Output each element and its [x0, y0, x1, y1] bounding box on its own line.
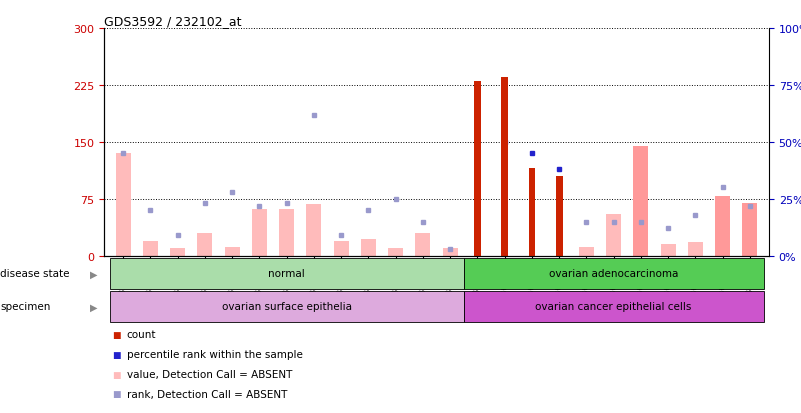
Text: ovarian surface epithelia: ovarian surface epithelia: [222, 301, 352, 312]
Text: specimen: specimen: [0, 301, 50, 312]
Bar: [307, 204, 321, 256]
Bar: [252, 209, 267, 256]
Bar: [715, 197, 731, 256]
Bar: [606, 214, 621, 256]
Text: ovarian adenocarcinoma: ovarian adenocarcinoma: [549, 268, 678, 279]
Bar: [501, 78, 508, 256]
Bar: [443, 249, 457, 256]
Text: ovarian cancer epithelial cells: ovarian cancer epithelial cells: [535, 301, 692, 312]
Bar: [334, 241, 348, 256]
Bar: [143, 241, 158, 256]
Text: GDS3592 / 232102_at: GDS3592 / 232102_at: [104, 15, 242, 28]
Bar: [688, 242, 703, 256]
Bar: [416, 233, 430, 256]
Text: ■: ■: [112, 350, 121, 359]
Text: ▶: ▶: [90, 301, 97, 312]
Text: normal: normal: [268, 268, 305, 279]
Text: ▶: ▶: [90, 268, 97, 279]
Text: disease state: disease state: [0, 268, 70, 279]
Bar: [115, 154, 131, 256]
Bar: [579, 247, 594, 256]
Bar: [634, 146, 648, 256]
Bar: [388, 249, 403, 256]
Text: ■: ■: [112, 389, 121, 399]
Text: percentile rank within the sample: percentile rank within the sample: [127, 349, 303, 359]
Text: ■: ■: [112, 370, 121, 379]
Bar: [280, 209, 294, 256]
Bar: [556, 176, 562, 256]
Text: value, Detection Call = ABSENT: value, Detection Call = ABSENT: [127, 369, 292, 379]
Bar: [225, 247, 239, 256]
Bar: [743, 203, 758, 256]
Bar: [198, 233, 212, 256]
Bar: [474, 82, 481, 256]
Text: ■: ■: [112, 330, 121, 339]
Bar: [361, 240, 376, 256]
Text: count: count: [127, 330, 156, 339]
Bar: [661, 244, 675, 256]
Bar: [529, 169, 535, 256]
Bar: [170, 249, 185, 256]
Text: rank, Detection Call = ABSENT: rank, Detection Call = ABSENT: [127, 389, 287, 399]
